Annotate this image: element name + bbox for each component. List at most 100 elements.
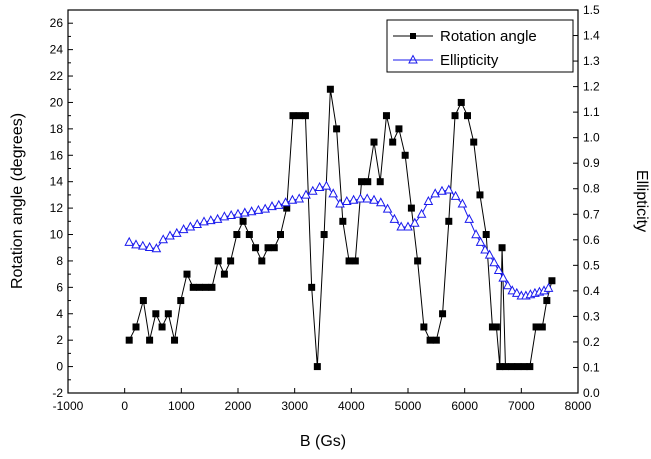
left-y-tick-label: 12 <box>50 201 64 215</box>
data-point <box>450 190 461 200</box>
data-point <box>252 244 260 252</box>
data-point <box>451 112 459 120</box>
right-y-axis-ticks: 0.0 0.1 0.2 0.3 0.4 0.5 0.6 0.7 0.8 0.9 1.0 1.1 1.2 1… <box>573 3 600 400</box>
data-point <box>165 230 175 240</box>
data-point <box>403 221 413 231</box>
data-point <box>355 193 366 203</box>
data-point <box>375 197 386 207</box>
data-point <box>219 211 230 221</box>
data-point <box>420 323 428 331</box>
data-point <box>484 249 495 259</box>
data-point <box>239 217 247 225</box>
data-point <box>295 112 303 120</box>
data-point <box>475 236 486 246</box>
data-point <box>151 243 162 253</box>
data-point <box>220 270 228 278</box>
data-point <box>532 323 540 331</box>
data-point <box>171 227 182 237</box>
data-point <box>195 283 203 291</box>
right-y-tick-label: 0.0 <box>583 386 600 400</box>
data-point <box>520 363 528 371</box>
data-point <box>277 231 284 239</box>
data-point <box>289 112 297 120</box>
data-point <box>538 323 546 331</box>
data-point <box>164 310 172 318</box>
data-point <box>396 221 407 231</box>
series-ellipticity <box>124 180 554 300</box>
data-point <box>273 199 284 209</box>
data-point <box>301 112 309 120</box>
series-group <box>124 85 556 371</box>
left-y-tick-label: 6 <box>56 280 63 294</box>
data-point <box>362 193 373 203</box>
data-point <box>214 257 222 265</box>
data-point <box>382 112 390 120</box>
data-point <box>158 234 169 244</box>
data-point <box>270 244 278 252</box>
series-rotation-angle <box>125 85 556 371</box>
right-y-tick-label: 1.0 <box>583 131 600 145</box>
left-y-tick-label: 16 <box>50 148 64 162</box>
data-point <box>321 180 332 190</box>
data-point <box>507 285 518 295</box>
right-y-tick-label: 0.3 <box>583 309 600 323</box>
data-point <box>409 217 420 227</box>
data-point <box>437 185 447 195</box>
x-tick-label: 0 <box>121 399 128 413</box>
data-point <box>183 270 191 278</box>
data-point <box>328 188 339 198</box>
data-point <box>416 208 427 218</box>
data-point <box>543 282 554 292</box>
x-axis-title: B (Gs) <box>300 433 346 450</box>
data-point <box>245 231 253 239</box>
left-y-tick-label: 4 <box>56 307 63 321</box>
x-tick-label: 4000 <box>338 399 365 413</box>
right-y-tick-label: 0.7 <box>583 207 600 221</box>
data-point <box>389 138 397 146</box>
legend-ellipticity-marker <box>408 54 418 64</box>
data-point <box>471 229 481 239</box>
data-point <box>202 283 210 291</box>
right-y-tick-label: 0.8 <box>583 182 600 196</box>
data-point <box>335 198 345 208</box>
data-point <box>307 185 318 195</box>
data-point <box>185 221 196 231</box>
right-y-tick-label: 0.1 <box>583 360 600 374</box>
data-point <box>280 197 291 207</box>
x-axis-ticks: -1000 0 1000 2000 3000 4000 5000 6000 7000 8000 <box>53 388 592 413</box>
data-point <box>370 138 378 146</box>
data-point <box>493 264 504 274</box>
right-y-tick-label: 1.4 <box>583 29 600 43</box>
data-point <box>498 272 509 282</box>
data-point <box>369 194 379 204</box>
x-tick-label: 1000 <box>168 399 195 413</box>
data-point <box>488 323 496 331</box>
data-point <box>208 283 216 291</box>
data-point <box>498 244 506 252</box>
data-point <box>508 363 516 371</box>
right-y-tick-label: 0.2 <box>583 335 600 349</box>
left-y-tick-label: 20 <box>50 95 64 109</box>
data-point <box>287 194 298 204</box>
data-point <box>514 363 522 371</box>
legend-box <box>386 19 574 73</box>
right-y-tick-label: 0.6 <box>583 233 600 247</box>
data-point <box>144 241 155 251</box>
right-y-tick-label: 1.1 <box>583 105 600 119</box>
data-point <box>476 191 484 199</box>
data-point <box>283 204 291 212</box>
left-y-tick-label: 14 <box>50 175 64 189</box>
left-y-tick-label: 10 <box>50 228 64 242</box>
data-point <box>260 203 271 213</box>
data-point <box>543 297 551 305</box>
data-point <box>171 336 179 344</box>
data-point <box>205 215 216 225</box>
data-point <box>480 244 490 254</box>
left-y-tick-label: 24 <box>50 43 64 57</box>
data-point <box>407 204 415 212</box>
data-point <box>267 201 277 211</box>
right-y-tick-label: 1.2 <box>583 80 600 94</box>
data-point <box>414 257 422 265</box>
data-point <box>152 310 160 318</box>
